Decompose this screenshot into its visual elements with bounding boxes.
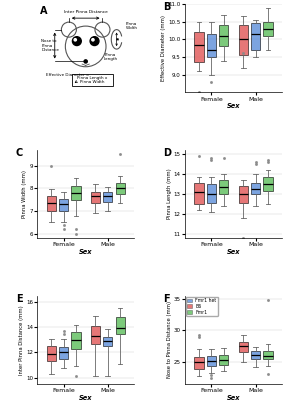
- PathPatch shape: [103, 192, 112, 202]
- PathPatch shape: [194, 358, 204, 370]
- Circle shape: [84, 60, 87, 63]
- PathPatch shape: [239, 25, 248, 55]
- PathPatch shape: [263, 22, 273, 36]
- PathPatch shape: [219, 180, 229, 194]
- PathPatch shape: [115, 317, 125, 334]
- PathPatch shape: [71, 332, 81, 349]
- Text: B: B: [164, 2, 171, 12]
- Text: F: F: [164, 294, 170, 304]
- Y-axis label: Pinna Length (mm): Pinna Length (mm): [167, 169, 172, 219]
- Circle shape: [92, 39, 94, 41]
- PathPatch shape: [207, 356, 216, 366]
- PathPatch shape: [59, 198, 68, 211]
- Text: Pinna
Width: Pinna Width: [125, 22, 137, 30]
- Circle shape: [72, 37, 81, 46]
- Y-axis label: Effective Diameter (mm): Effective Diameter (mm): [161, 15, 166, 81]
- Text: Pinna
Length: Pinna Length: [103, 53, 117, 61]
- PathPatch shape: [219, 355, 229, 365]
- PathPatch shape: [219, 25, 229, 46]
- Text: Inter Pinna Distance: Inter Pinna Distance: [64, 10, 108, 14]
- PathPatch shape: [251, 351, 260, 359]
- PathPatch shape: [207, 184, 216, 203]
- Y-axis label: Pinna Width (mm): Pinna Width (mm): [22, 170, 27, 218]
- Circle shape: [90, 37, 99, 46]
- X-axis label: Sex: Sex: [227, 394, 240, 400]
- PathPatch shape: [46, 346, 56, 361]
- Text: Effective Diameter =: Effective Diameter =: [46, 73, 89, 77]
- PathPatch shape: [59, 347, 68, 359]
- Y-axis label: Nose to Pinna Distance (mm): Nose to Pinna Distance (mm): [167, 301, 172, 378]
- Y-axis label: Inter Pinna Distance (mm): Inter Pinna Distance (mm): [19, 305, 24, 375]
- X-axis label: Sex: Sex: [79, 249, 92, 255]
- Text: D: D: [164, 148, 172, 158]
- PathPatch shape: [207, 34, 216, 57]
- FancyBboxPatch shape: [72, 74, 113, 86]
- PathPatch shape: [239, 186, 248, 203]
- Text: A: A: [40, 6, 47, 16]
- X-axis label: Sex: Sex: [227, 249, 240, 255]
- Text: Nose to
Pinna
Distance: Nose to Pinna Distance: [42, 39, 59, 52]
- PathPatch shape: [263, 177, 273, 191]
- PathPatch shape: [194, 183, 204, 204]
- PathPatch shape: [251, 24, 260, 50]
- PathPatch shape: [91, 192, 100, 203]
- PathPatch shape: [239, 342, 248, 352]
- PathPatch shape: [251, 183, 260, 194]
- PathPatch shape: [263, 350, 273, 359]
- Legend: Fmr1 het, B6, Fmr1: Fmr1 het, B6, Fmr1: [186, 296, 218, 316]
- PathPatch shape: [71, 186, 81, 200]
- Circle shape: [74, 39, 76, 41]
- Text: C: C: [16, 148, 23, 158]
- Text: E: E: [16, 294, 22, 304]
- PathPatch shape: [91, 326, 100, 344]
- X-axis label: Sex: Sex: [227, 103, 240, 109]
- PathPatch shape: [46, 196, 56, 211]
- PathPatch shape: [194, 32, 204, 62]
- Text: Pinna Length x
Pinna Width: Pinna Length x Pinna Width: [77, 76, 107, 84]
- PathPatch shape: [115, 183, 125, 194]
- PathPatch shape: [103, 337, 112, 346]
- X-axis label: Sex: Sex: [79, 394, 92, 400]
